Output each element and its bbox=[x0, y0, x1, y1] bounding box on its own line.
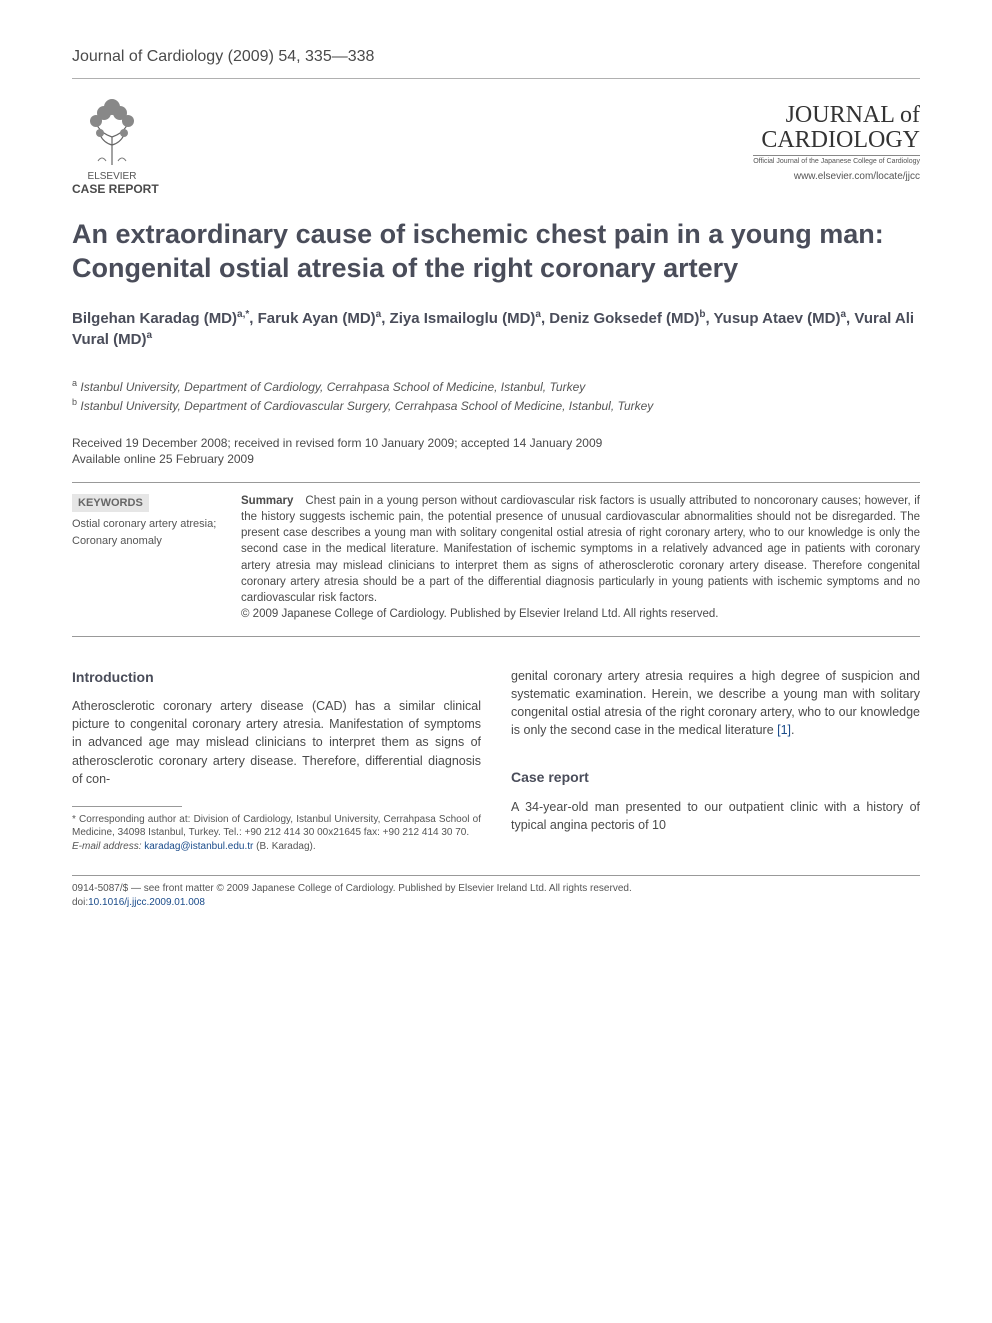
summary-text: Chest pain in a young person without car… bbox=[241, 495, 920, 604]
email-line: E-mail address: karadag@istanbul.edu.tr … bbox=[72, 840, 481, 854]
keywords-heading: KEYWORDS bbox=[72, 494, 149, 512]
intro-p2-post: . bbox=[791, 723, 794, 737]
affiliation-text: Istanbul University, Department of Cardi… bbox=[80, 380, 585, 394]
journal-block: JOURNAL of CARDIOLOGY Official Journal o… bbox=[753, 103, 920, 182]
abstract-box: KEYWORDS Ostial coronary artery atresia;… bbox=[72, 482, 920, 637]
authors: Bilgehan Karadag (MD)a,*, Faruk Ayan (MD… bbox=[72, 308, 920, 352]
journal-name: JOURNAL of CARDIOLOGY bbox=[753, 103, 920, 153]
affiliation-b: b Istanbul University, Department of Car… bbox=[72, 396, 920, 415]
doi-label: doi: bbox=[72, 897, 88, 908]
keywords-column: KEYWORDS Ostial coronary artery atresia;… bbox=[72, 493, 217, 622]
keyword-item: Coronary anomaly bbox=[72, 533, 217, 550]
citation-link-1[interactable]: [1] bbox=[777, 723, 791, 737]
footnote-block: * Corresponding author at: Division of C… bbox=[72, 806, 481, 854]
dates-online: Available online 25 February 2009 bbox=[72, 451, 920, 468]
bottom-meta: 0914-5087/$ — see front matter © 2009 Ja… bbox=[72, 882, 920, 910]
header-row: ELSEVIER JOURNAL of CARDIOLOGY Official … bbox=[72, 97, 920, 182]
journal-name-line2: CARDIOLOGY bbox=[761, 127, 920, 153]
email-link[interactable]: karadag@istanbul.edu.tr bbox=[144, 841, 253, 852]
bottom-rule bbox=[72, 875, 920, 876]
elsevier-tree-icon bbox=[80, 97, 144, 169]
affiliation-marker: a bbox=[72, 378, 77, 388]
article-title: An extraordinary cause of ischemic chest… bbox=[72, 218, 920, 286]
body-columns: Introduction Atherosclerotic coronary ar… bbox=[72, 667, 920, 853]
summary-label: Summary bbox=[241, 495, 293, 507]
corresponding-footnote: * Corresponding author at: Division of C… bbox=[72, 813, 481, 854]
email-suffix: (B. Karadag). bbox=[253, 841, 315, 852]
intro-heading: Introduction bbox=[72, 667, 481, 687]
keyword-item: Ostial coronary artery atresia; bbox=[72, 516, 217, 533]
intro-p2-pre: genital coronary artery atresia requires… bbox=[511, 669, 920, 737]
affiliations: a Istanbul University, Department of Car… bbox=[72, 377, 920, 415]
journal-name-line1: JOURNAL of bbox=[786, 102, 920, 128]
corr-author-text: * Corresponding author at: Division of C… bbox=[72, 813, 481, 840]
top-bar: Journal of Cardiology (2009) 54, 335—338 bbox=[72, 48, 920, 79]
summary-column: SummaryChest pain in a young person with… bbox=[241, 493, 920, 622]
front-matter-line: 0914-5087/$ — see front matter © 2009 Ja… bbox=[72, 882, 920, 896]
journal-subtitle: Official Journal of the Japanese College… bbox=[753, 155, 920, 165]
dates: Received 19 December 2008; received in r… bbox=[72, 435, 920, 469]
email-label: E-mail address: bbox=[72, 841, 141, 852]
journal-url[interactable]: www.elsevier.com/locate/jjcc bbox=[753, 171, 920, 182]
publisher-name: ELSEVIER bbox=[88, 171, 137, 182]
intro-paragraph-1: Atherosclerotic coronary artery disease … bbox=[72, 697, 481, 788]
doi-link[interactable]: 10.1016/j.jjcc.2009.01.008 bbox=[88, 897, 205, 908]
footnote-separator bbox=[72, 806, 182, 807]
publisher-block: ELSEVIER bbox=[72, 97, 152, 182]
article-type: CASE REPORT bbox=[72, 182, 920, 196]
summary-copyright: © 2009 Japanese College of Cardiology. P… bbox=[241, 608, 718, 620]
affiliation-marker: b bbox=[72, 397, 77, 407]
dates-received: Received 19 December 2008; received in r… bbox=[72, 435, 920, 452]
doi-line: doi:10.1016/j.jjcc.2009.01.008 bbox=[72, 896, 920, 910]
keywords-list: Ostial coronary artery atresia; Coronary… bbox=[72, 516, 217, 549]
affiliation-text: Istanbul University, Department of Cardi… bbox=[80, 399, 653, 413]
case-paragraph-1: A 34-year-old man presented to our outpa… bbox=[511, 798, 920, 834]
journal-citation: Journal of Cardiology (2009) 54, 335—338 bbox=[72, 48, 374, 66]
intro-paragraph-2: genital coronary artery atresia requires… bbox=[511, 667, 920, 740]
affiliation-a: a Istanbul University, Department of Car… bbox=[72, 377, 920, 396]
case-heading: Case report bbox=[511, 767, 920, 787]
